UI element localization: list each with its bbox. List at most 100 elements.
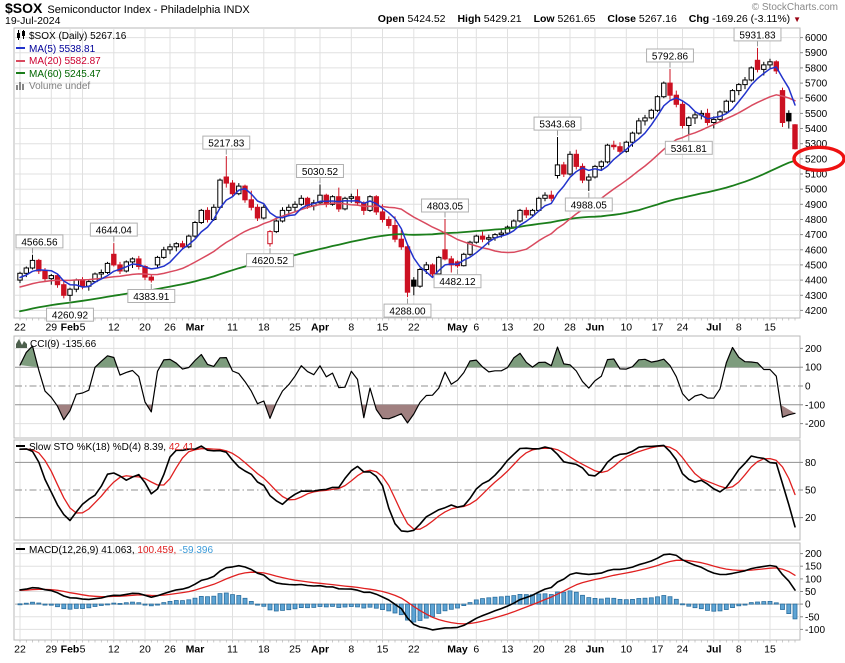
price-callout-box bbox=[296, 164, 344, 178]
date-axis-label: 18 bbox=[258, 322, 270, 334]
price-callout-box bbox=[421, 198, 469, 213]
date-axis-label: 15 bbox=[764, 644, 776, 656]
price-callout-text: 5343.68 bbox=[539, 120, 576, 131]
date-axis-label: Apr bbox=[311, 322, 329, 334]
legend-symbol-text: $SOX (Daily) 5267.16 bbox=[29, 31, 127, 42]
date-axis-label: 22 bbox=[14, 644, 26, 656]
price-callout-text: 4644.04 bbox=[96, 226, 133, 237]
price-callout-box bbox=[664, 140, 713, 155]
price-callout-text: 5361.81 bbox=[671, 144, 708, 155]
price-axis-label: 5300 bbox=[805, 139, 828, 150]
price-axis-label: 4500 bbox=[805, 260, 828, 271]
legend-macd-hist-text: -59.396 bbox=[179, 545, 214, 556]
date-axis-label: 5 bbox=[80, 322, 86, 334]
date-axis-label: 20 bbox=[533, 322, 545, 334]
cci-axis-label: 200 bbox=[805, 344, 822, 355]
date-axis-label: May bbox=[447, 322, 468, 334]
price-axis-label: 5400 bbox=[805, 124, 828, 135]
date-axis-label: 15 bbox=[377, 644, 389, 656]
legend-cci-text: CCI(9) -135.66 bbox=[30, 339, 97, 350]
price-callout-box bbox=[646, 48, 694, 63]
high-value: 5429.21 bbox=[483, 13, 522, 25]
date-axis-label: 8 bbox=[736, 322, 742, 334]
date-axis-label: May bbox=[447, 644, 468, 656]
chart-date: 19-Jul-2024 bbox=[5, 15, 61, 27]
ma20-line-swatch-icon bbox=[16, 59, 25, 62]
change-value: -169.26 (-3.11%) bbox=[712, 13, 791, 25]
price-callout-box bbox=[733, 27, 782, 42]
sto-axis-label: 20 bbox=[805, 513, 817, 524]
date-axis-label: 11 bbox=[227, 644, 238, 656]
date-axis-label: 12 bbox=[108, 322, 120, 334]
legend-macd-row: MACD(12,26,9) 41.063, 100.459, -59.396 bbox=[16, 545, 213, 558]
price-axis-label: 5100 bbox=[805, 170, 828, 181]
date-axis-label: 22 bbox=[408, 322, 420, 334]
price-axis-label: 5800 bbox=[805, 63, 828, 74]
date-axis-label: 26 bbox=[164, 322, 176, 334]
stochastic-legend: Slow STO %K(18) %D(4) 8.39, 42.41 bbox=[16, 442, 194, 455]
date-axis-label: 20 bbox=[533, 644, 545, 656]
date-axis-label: 22 bbox=[408, 644, 420, 656]
cci-line bbox=[19, 345, 796, 424]
date-axis-label: 11 bbox=[227, 322, 238, 334]
legend-ma5-text: MA(5) 5538.81 bbox=[29, 43, 96, 55]
date-axis-label: 20 bbox=[139, 644, 151, 656]
price-callout-box bbox=[383, 303, 432, 318]
legend-ma60-row: MA(60) 5245.47 bbox=[16, 69, 126, 82]
price-callout-box bbox=[127, 289, 176, 303]
date-axis-label: 17 bbox=[652, 644, 664, 656]
price-axis-label: 5900 bbox=[805, 48, 828, 59]
macd-axis-label: -100 bbox=[805, 625, 825, 636]
annotation-circle-5200 bbox=[792, 145, 845, 172]
legend-ma20-text: MA(20) 5582.87 bbox=[29, 56, 101, 68]
date-axis-label: 15 bbox=[377, 322, 389, 334]
price-callout-box bbox=[533, 116, 582, 131]
price-callout-text: 4566.56 bbox=[21, 237, 58, 248]
change-down-triangle-icon: ▼ bbox=[793, 15, 801, 24]
macd-axis-label: 200 bbox=[805, 549, 822, 560]
legend-ma20-row: MA(20) 5582.87 bbox=[16, 56, 126, 69]
price-callout-text: 4620.52 bbox=[252, 256, 289, 267]
macd-axis-label: 50 bbox=[805, 587, 817, 598]
date-axis-label: 8 bbox=[348, 322, 354, 334]
macd-line-swatch-icon bbox=[16, 548, 25, 551]
change-label: Chg bbox=[688, 13, 710, 25]
price-axis-label: 5700 bbox=[805, 79, 828, 90]
date-axis-label: Jun bbox=[586, 322, 605, 334]
price-axis-label: 4200 bbox=[805, 306, 828, 317]
legend-macd-signal-text: 100.459, bbox=[137, 545, 177, 556]
candlestick-icon bbox=[16, 30, 29, 42]
date-axis-label: Mar bbox=[186, 644, 205, 656]
price-callout-text: 5030.52 bbox=[302, 167, 339, 178]
price-callout-text: 5217.83 bbox=[208, 139, 245, 150]
legend-ma60-text: MA(60) 5245.47 bbox=[29, 68, 101, 80]
date-axis-label: 29 bbox=[45, 644, 57, 656]
macd-axis-label: 0 bbox=[805, 600, 811, 611]
cci-oversold-fill bbox=[56, 404, 73, 420]
price-callout-text: 5792.86 bbox=[652, 52, 689, 63]
date-axis-label: 26 bbox=[164, 644, 176, 656]
price-callout-box bbox=[46, 307, 94, 322]
legend-sto-d-text: 42.41 bbox=[168, 442, 194, 453]
price-callout-text: 4260.92 bbox=[52, 311, 89, 322]
high-label: High bbox=[457, 13, 481, 25]
open-label: Open bbox=[377, 13, 405, 25]
date-axis-label: 18 bbox=[258, 644, 270, 656]
date-axis-label: 20 bbox=[139, 322, 151, 334]
price-axis-label: 5600 bbox=[805, 94, 828, 105]
price-callout-box bbox=[202, 135, 251, 150]
date-axis-label: Apr bbox=[311, 644, 329, 656]
date-axis-label: Feb bbox=[61, 322, 80, 334]
date-axis-label: 6 bbox=[473, 644, 479, 656]
date-axis-label: 28 bbox=[564, 644, 576, 656]
sto-axis-label: 50 bbox=[805, 486, 817, 497]
symbol-name-text: Semiconductor Index - Philadelphia INDX bbox=[47, 4, 250, 16]
area-chart-icon bbox=[16, 339, 30, 350]
date-axis-label: 17 bbox=[652, 322, 664, 334]
cci-oversold-fill bbox=[265, 404, 276, 419]
cci-overbought-fill bbox=[189, 354, 231, 368]
legend-cci-row: CCI(9) -135.66 bbox=[16, 338, 96, 352]
price-callout-text: 5931.83 bbox=[739, 30, 776, 41]
price-callout-box bbox=[564, 197, 613, 212]
date-axis-label: Jul bbox=[706, 322, 721, 334]
